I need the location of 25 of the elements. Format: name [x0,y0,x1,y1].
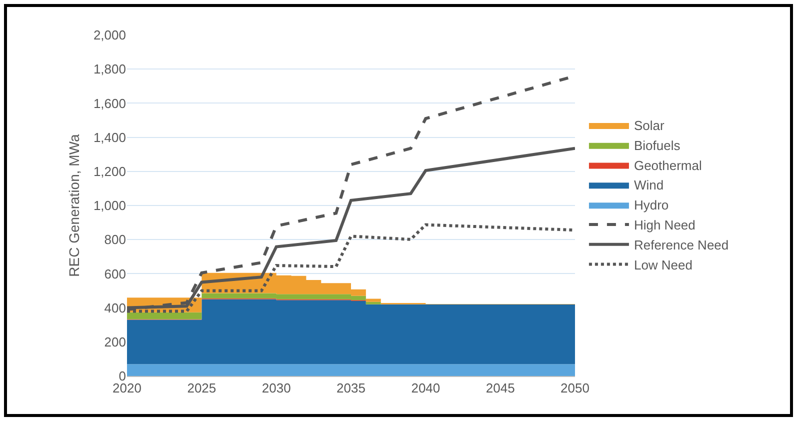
y-tick-label: 2,000 [93,28,126,43]
legend-label: Biofuels [634,138,681,153]
legend-label: Geothermal [634,158,702,173]
y-tick-label: 600 [104,266,126,282]
legend-label: Hydro [634,198,669,213]
y-tick-label: 1,800 [93,62,126,77]
x-tick-label: 2050 [560,380,590,396]
x-tick-label: 2030 [262,380,291,396]
y-tick-label: 1,400 [93,130,126,145]
x-tick-label: 2035 [336,380,366,396]
legend-label: Solar [634,118,665,134]
x-tick-label: 2040 [411,380,440,396]
y-tick-label: 800 [104,232,126,248]
legend-label: High Need [634,218,696,233]
legend-label: Reference Need [634,237,729,252]
legend-label: Wind [634,178,664,193]
y-tick-label: 1,600 [93,96,126,111]
y-tick-label: 400 [104,300,126,316]
y-tick-label: 200 [104,334,126,350]
legend-label: Low Need [634,257,693,272]
y-tick-label: 1,200 [93,164,126,179]
x-tick-label: 2045 [486,380,515,396]
y-axis-title: REC Generation, MWa [66,134,82,277]
y-tick-label: 1,000 [93,198,126,214]
x-tick-label: 2025 [187,380,216,396]
